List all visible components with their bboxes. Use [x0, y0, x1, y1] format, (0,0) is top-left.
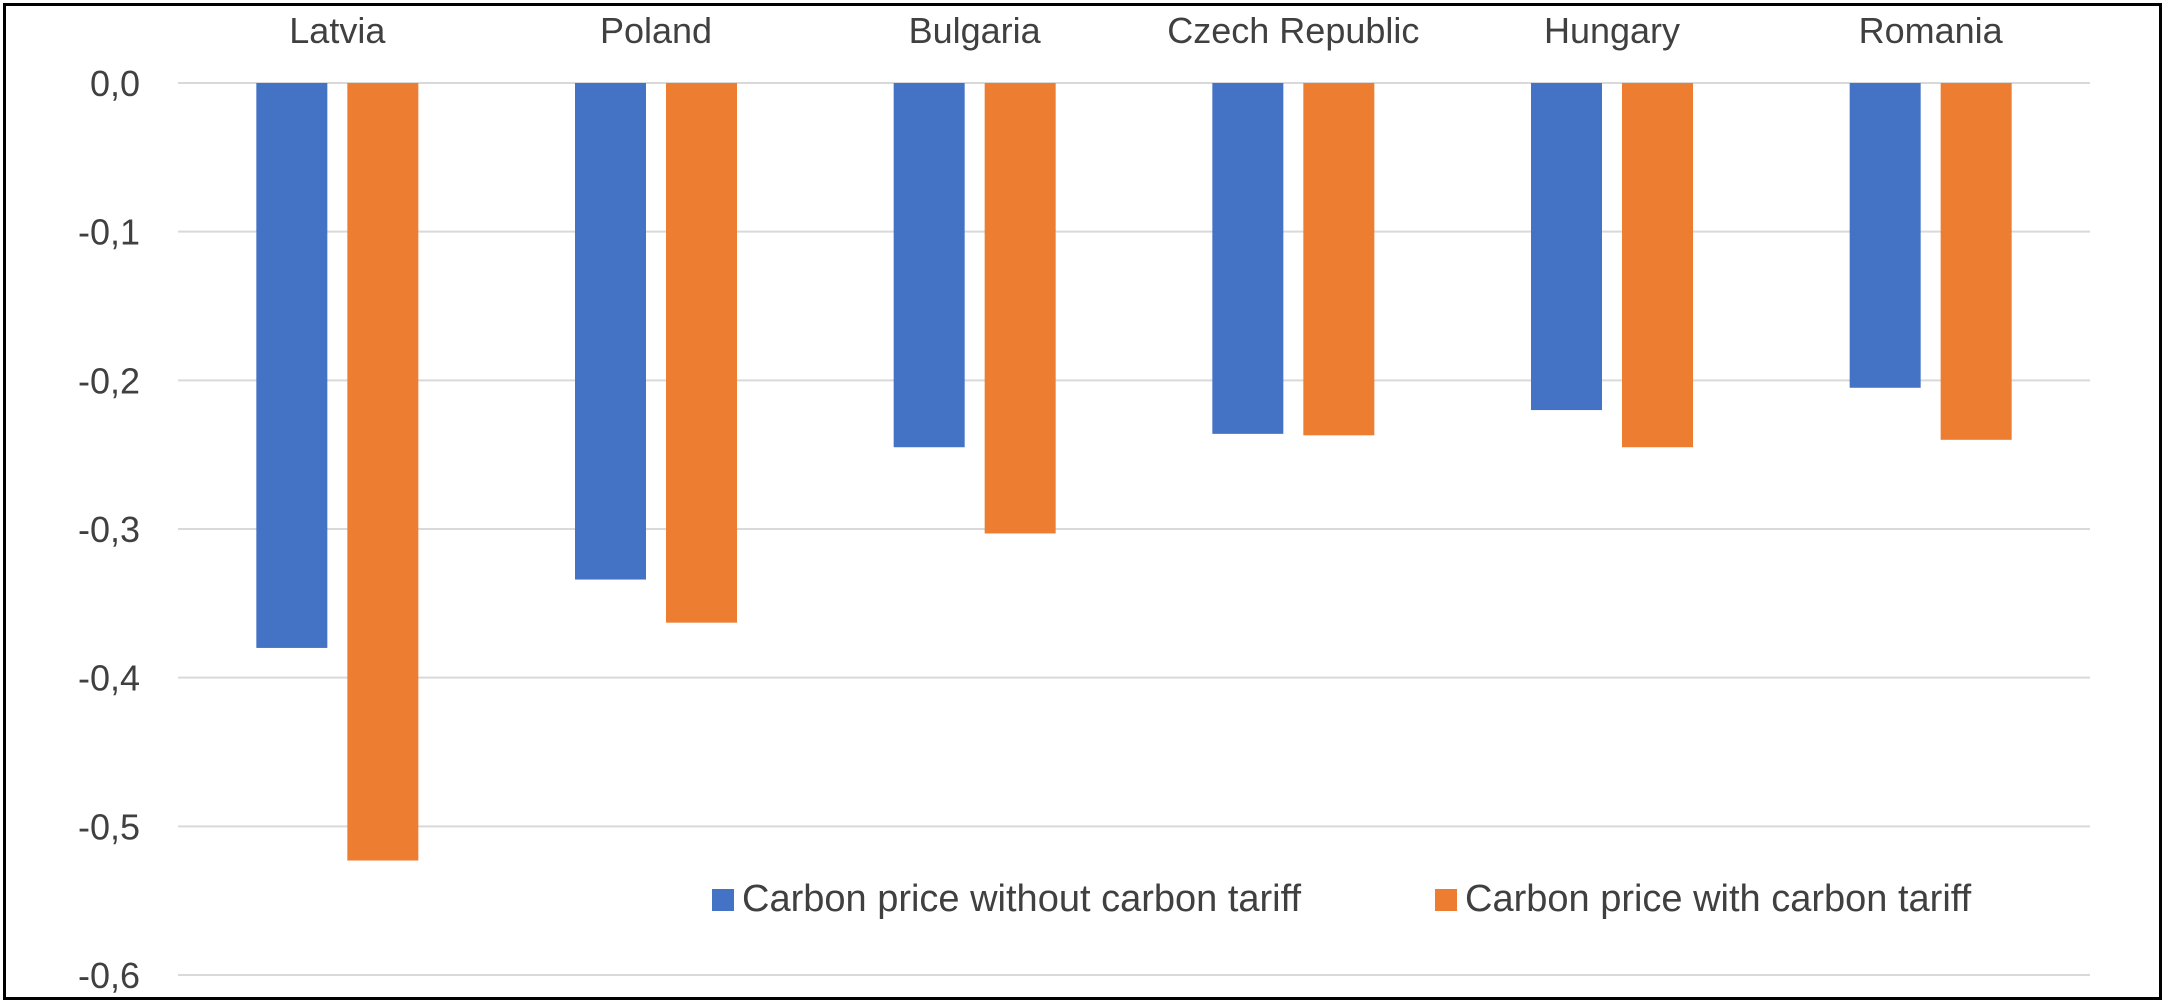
category-labels: Latvia Poland Bulgaria Czech Republic Hungar…: [289, 10, 2003, 51]
y-tick-label: -0,3: [78, 509, 140, 550]
category-label: Poland: [600, 10, 712, 51]
legend-swatch: [712, 889, 734, 911]
legend-label: Carbon price with carbon tariff: [1465, 878, 1972, 920]
category-label: Czech Republic: [1167, 10, 1419, 51]
y-axis-tick-labels: 0,0 -0,1 -0,2 -0,3 -0,4 -0,5 -0,6: [78, 63, 140, 996]
y-tick-label: -0,1: [78, 212, 140, 253]
gridlines: [178, 82, 2090, 976]
bar-with-tariff-latvia: [347, 83, 419, 861]
bar-without-tariff-poland: [575, 83, 646, 580]
bar-without-tariff-romania: [1849, 83, 1921, 388]
category-label: Hungary: [1544, 10, 1680, 51]
y-tick-label: 0,0: [90, 63, 140, 104]
bar-without-tariff-czech-republic: [1212, 83, 1284, 434]
bars: [256, 83, 2012, 861]
bar-without-tariff-latvia: [256, 83, 328, 648]
bar-with-tariff-romania: [1940, 83, 2012, 440]
legend-swatch: [1435, 889, 1457, 911]
bar-without-tariff-hungary: [1531, 83, 1602, 411]
y-tick-label: -0,2: [78, 360, 140, 401]
bar-with-tariff-poland: [666, 83, 737, 623]
category-label: Bulgaria: [909, 10, 1042, 51]
legend-label: Carbon price without carbon tariff: [742, 878, 1301, 920]
y-tick-label: -0,4: [78, 658, 140, 699]
bar-without-tariff-bulgaria: [893, 83, 965, 448]
category-label: Romania: [1859, 10, 2004, 51]
legend: Carbon price without carbon tariff Carbon…: [712, 878, 1972, 920]
category-label: Latvia: [289, 10, 386, 51]
bar-with-tariff-bulgaria: [984, 83, 1056, 534]
bar-with-tariff-hungary: [1622, 83, 1693, 448]
y-tick-label: -0,5: [78, 806, 140, 847]
bar-with-tariff-czech-republic: [1303, 83, 1375, 436]
y-tick-label: -0,6: [78, 955, 140, 996]
